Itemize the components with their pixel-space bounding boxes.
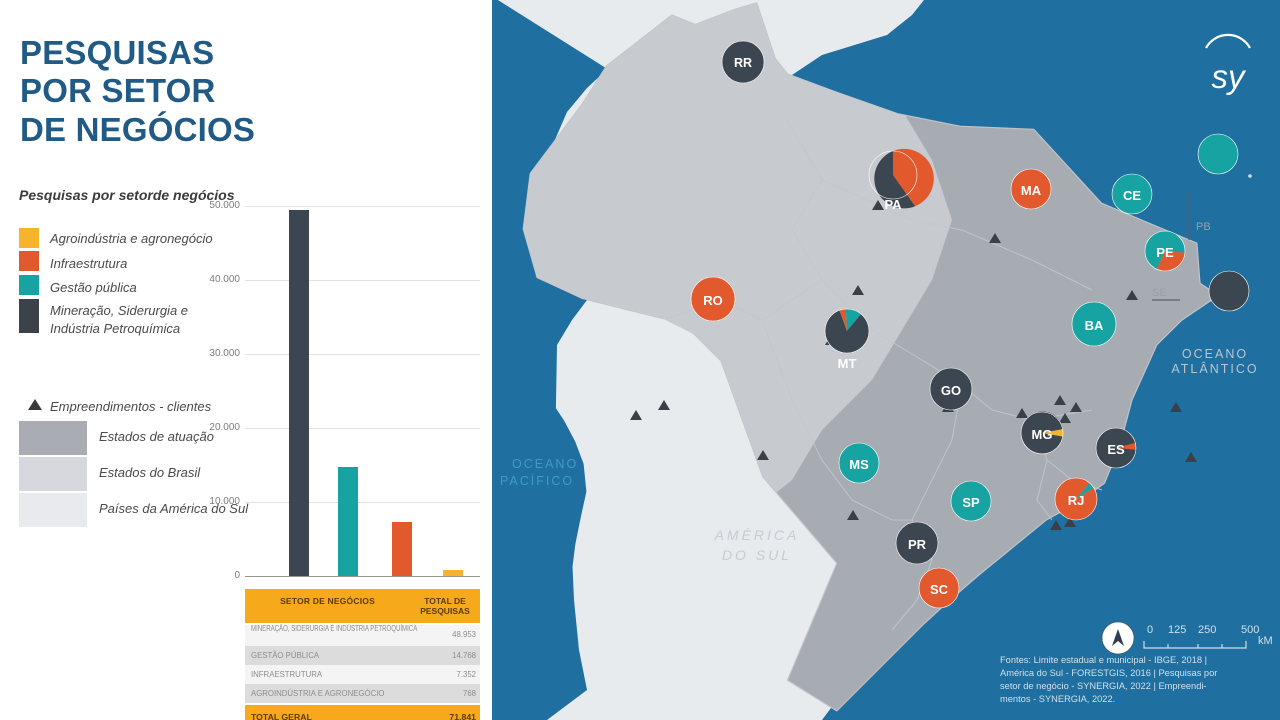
svg-text:RJ: RJ [1068, 493, 1085, 508]
svg-text:SP: SP [962, 495, 980, 510]
svg-text:PACÍFICO: PACÍFICO [500, 473, 574, 488]
svg-text:OCEANO: OCEANO [1182, 347, 1248, 361]
svg-text:MT: MT [838, 356, 857, 371]
svg-text:OCEANO: OCEANO [512, 457, 578, 471]
svg-text:sy: sy [1212, 58, 1248, 95]
svg-text:kM: kM [1258, 635, 1273, 647]
svg-text:0: 0 [1147, 624, 1153, 636]
svg-text:PE: PE [1156, 245, 1174, 260]
svg-text:BA: BA [1085, 318, 1104, 333]
svg-text:500: 500 [1241, 624, 1259, 636]
svg-text:RO: RO [703, 293, 723, 308]
svg-text:250: 250 [1198, 624, 1216, 636]
svg-text:MG: MG [1032, 427, 1053, 442]
svg-text:ATLÂNTICO: ATLÂNTICO [1171, 361, 1258, 376]
svg-text:América do Sul - FORESTGIS, 20: América do Sul - FORESTGIS, 2016 | Pesqu… [1000, 668, 1217, 678]
svg-text:AMÉRICA: AMÉRICA [714, 527, 800, 543]
svg-text:PA: PA [884, 197, 902, 212]
svg-text:MA: MA [1021, 183, 1042, 198]
svg-text:PB: PB [1196, 221, 1211, 233]
svg-text:RR: RR [734, 56, 752, 70]
svg-text:PR: PR [908, 537, 927, 552]
svg-text:CE: CE [1123, 188, 1141, 203]
svg-text:DO SUL: DO SUL [722, 547, 792, 563]
svg-text:125: 125 [1168, 624, 1186, 636]
svg-text:setor de negócio - SYNERGIA, 2: setor de negócio - SYNERGIA, 2022 | Empr… [1000, 681, 1207, 691]
svg-text:Fontes: Limite estadual e muni: Fontes: Limite estadual e municipal - IB… [1000, 655, 1207, 665]
svg-text:ES: ES [1107, 442, 1125, 457]
svg-text:GO: GO [941, 383, 961, 398]
svg-text:SE: SE [1152, 287, 1167, 299]
svg-text:mentos - SYNERGIA, 2022.: mentos - SYNERGIA, 2022. [1000, 694, 1115, 704]
svg-text:SC: SC [930, 582, 949, 597]
svg-text:MS: MS [849, 457, 869, 472]
